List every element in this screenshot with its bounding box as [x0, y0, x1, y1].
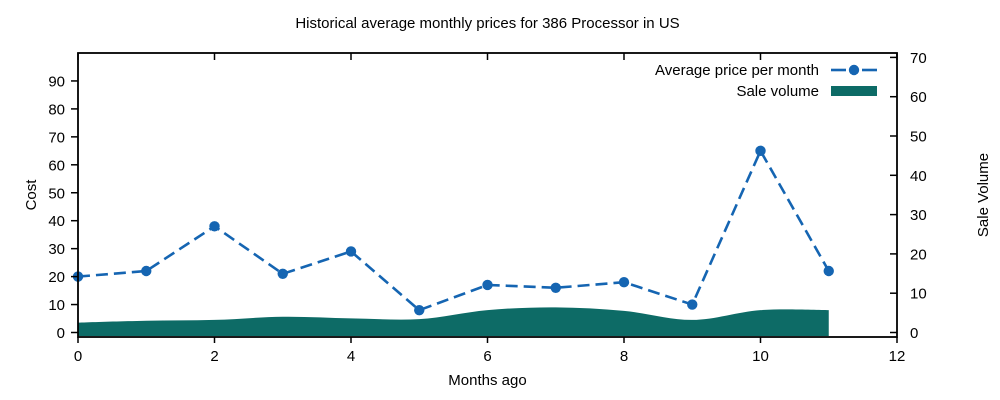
y-right-tick-label: 0	[910, 325, 918, 342]
x-tick-label: 4	[347, 348, 355, 365]
average-price-point-month-6	[482, 279, 493, 291]
x-tick-label: 8	[620, 348, 628, 365]
x-tick-label: 0	[74, 348, 82, 365]
x-tick-label: 2	[210, 348, 218, 365]
legend-swatch	[831, 86, 877, 96]
x-tick-label: 10	[752, 348, 769, 365]
y-left-tick-label: 60	[48, 157, 65, 174]
y-axis-title: Cost	[23, 179, 40, 211]
average-price-point-month-4	[345, 246, 357, 257]
chart-title: Historical average monthly prices for 38…	[295, 15, 680, 32]
y-right-tick-label: 20	[910, 246, 927, 263]
legend-item-sale-volume: Sale volume	[736, 81, 877, 101]
legend-line-sample	[831, 64, 877, 76]
y-left-tick-label: 40	[48, 213, 65, 230]
y-left-tick-label: 80	[48, 101, 65, 118]
average-price-point-month-7	[550, 282, 561, 293]
legend: Average price per month Sale volume	[655, 60, 877, 101]
average-price-point-month-10	[755, 145, 766, 157]
legend-circle-marker-icon	[848, 64, 860, 76]
y-left-tick-label: 20	[48, 269, 65, 286]
average-price-point-month-2	[209, 221, 220, 232]
y-right-tick-label: 70	[910, 50, 927, 67]
average-price-point-month-9	[687, 299, 698, 310]
average-price-point-month-11	[823, 265, 834, 277]
y-left-tick-label: 10	[48, 297, 65, 314]
y-left-tick-label: 50	[48, 185, 65, 202]
y-right-tick-label: 30	[910, 207, 927, 224]
average-price-point-month-1	[141, 265, 152, 277]
y-left-tick-label: 70	[48, 129, 65, 146]
y-right-tick-label: 60	[910, 89, 927, 106]
average-price-point-month-3	[277, 268, 288, 280]
y-left-tick-label: 30	[48, 241, 65, 258]
sale-volume-area	[78, 307, 829, 336]
y-right-tick-label: 40	[910, 168, 927, 185]
legend-item-average-price: Average price per month	[655, 60, 877, 80]
x-tick-label: 12	[889, 348, 906, 365]
y-left-tick-label: 0	[57, 325, 65, 342]
average-price-line	[77, 147, 830, 312]
y-right-tick-label: 10	[910, 286, 927, 303]
legend-label-average-price: Average price per month	[655, 61, 819, 79]
average-price-point-month-8	[618, 276, 630, 288]
x-tick-label: 6	[483, 348, 491, 365]
y2-axis-title: Sale Volume	[975, 153, 992, 237]
x-axis-title: Months ago	[448, 372, 527, 389]
y-left-tick-label: 90	[48, 73, 65, 90]
average-price-point-month-5	[414, 304, 425, 316]
y-right-tick-label: 50	[910, 129, 927, 146]
legend-label-sale-volume: Sale volume	[736, 82, 819, 100]
